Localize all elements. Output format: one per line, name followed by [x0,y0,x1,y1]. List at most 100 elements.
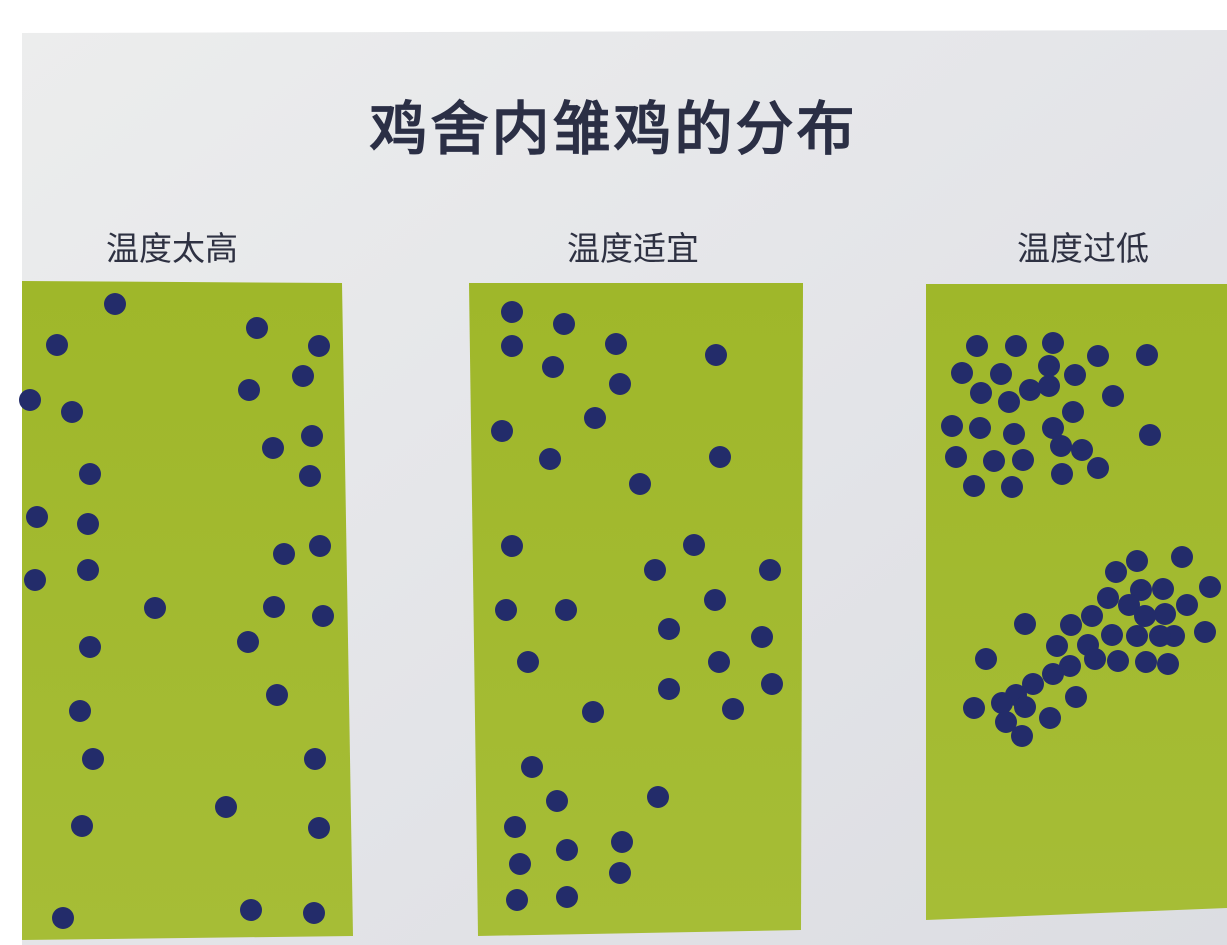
chick-dot-low [1152,578,1174,600]
chick-dot-low [963,697,985,719]
chick-dot-ok [504,816,526,838]
chick-dot-low [1126,625,1148,647]
chick-dot-high [144,597,166,619]
chick-dot-low [1136,344,1158,366]
chick-dot-high [215,796,237,818]
chick-dot-ok [704,589,726,611]
chick-dot-low [1176,594,1198,616]
chick-dot-ok [517,651,539,673]
chick-dot-high [266,684,288,706]
panel-field-ok [469,283,803,936]
chick-dot-low [1046,635,1068,657]
chick-dot-ok [611,831,633,853]
chick-dot-low [1194,621,1216,643]
chick-dot-low [1038,375,1060,397]
chick-dot-ok [629,473,651,495]
chick-dot-high [246,317,268,339]
chick-dot-low [1014,613,1036,635]
chick-dot-low [1042,332,1064,354]
chick-dot-ok [501,335,523,357]
chick-dot-low [975,648,997,670]
chick-dot-low [1087,457,1109,479]
chick-dot-low [1065,686,1087,708]
chick-dot-low [990,363,1012,385]
chick-dot-ok [584,407,606,429]
chick-dot-high [240,899,262,921]
chick-dot-ok [553,313,575,335]
panel-label-low: 温度过低 [1017,229,1149,268]
chick-dot-low [1107,650,1129,672]
chick-dot-ok [644,559,666,581]
chick-dot-low [1019,379,1041,401]
chick-dot-low [1101,624,1123,646]
chick-dot-low [1081,605,1103,627]
chick-dot-low [1014,696,1036,718]
chick-dot-low [1157,653,1179,675]
chick-dot-high [263,596,285,618]
chick-dot-low [941,415,963,437]
panel-label-ok: 温度适宜 [567,229,699,268]
chick-dot-low [1154,603,1176,625]
chick-dot-low [1062,401,1084,423]
chick-dot-ok [709,446,731,468]
chicks-layer [19,293,1221,929]
chick-dot-low [1097,587,1119,609]
chick-dot-low [1042,417,1064,439]
chick-dot-high [312,605,334,627]
chick-dot-low [951,362,973,384]
chick-dot-low [1042,663,1064,685]
chick-dot-high [79,463,101,485]
chick-dot-ok [556,839,578,861]
chick-dot-low [970,382,992,404]
chick-dot-high [304,748,326,770]
chick-dot-ok [495,599,517,621]
chick-dot-low [1064,364,1086,386]
chick-dot-low [1059,655,1081,677]
chick-dot-ok [546,790,568,812]
panel-label-high: 温度太高 [106,229,238,268]
chick-dot-ok [506,889,528,911]
chick-dot-ok [521,756,543,778]
chick-dot-ok [501,301,523,323]
chick-dot-low [1171,546,1193,568]
chick-dot-high [77,513,99,535]
chick-dot-ok [609,862,631,884]
chick-dot-low [1105,561,1127,583]
chick-dot-ok [708,651,730,673]
chick-dot-high [292,365,314,387]
chick-dot-high [26,506,48,528]
chick-dot-ok [556,886,578,908]
chick-dot-low [995,711,1017,733]
chick-dot-low [1139,424,1161,446]
chick-dot-low [1060,614,1082,636]
chick-dot-high [71,815,93,837]
chick-dot-high [303,902,325,924]
chick-dot-low [963,475,985,497]
chick-dot-ok [539,448,561,470]
chick-dot-ok [761,673,783,695]
chick-dot-high [24,569,46,591]
chick-dot-low [1126,550,1148,572]
diagram-title: 鸡舍内雏鸡的分布 [369,95,858,163]
chick-dot-ok [722,698,744,720]
chick-dot-low [983,450,1005,472]
chick-dot-ok [705,344,727,366]
chick-dot-ok [501,535,523,557]
chick-dot-ok [509,853,531,875]
chick-dot-ok [609,373,631,395]
chick-dot-high [237,631,259,653]
chick-dot-low [945,446,967,468]
chick-dot-low [1001,476,1023,498]
chick-dot-low [1039,707,1061,729]
chick-dot-ok [658,618,680,640]
chick-dot-high [77,559,99,581]
chick-dot-high [46,334,68,356]
chick-dot-low [1199,576,1221,598]
chick-dot-ok [542,356,564,378]
chick-dot-high [262,437,284,459]
chick-dot-low [1134,605,1156,627]
chick-dot-ok [658,678,680,700]
chick-dot-ok [647,786,669,808]
